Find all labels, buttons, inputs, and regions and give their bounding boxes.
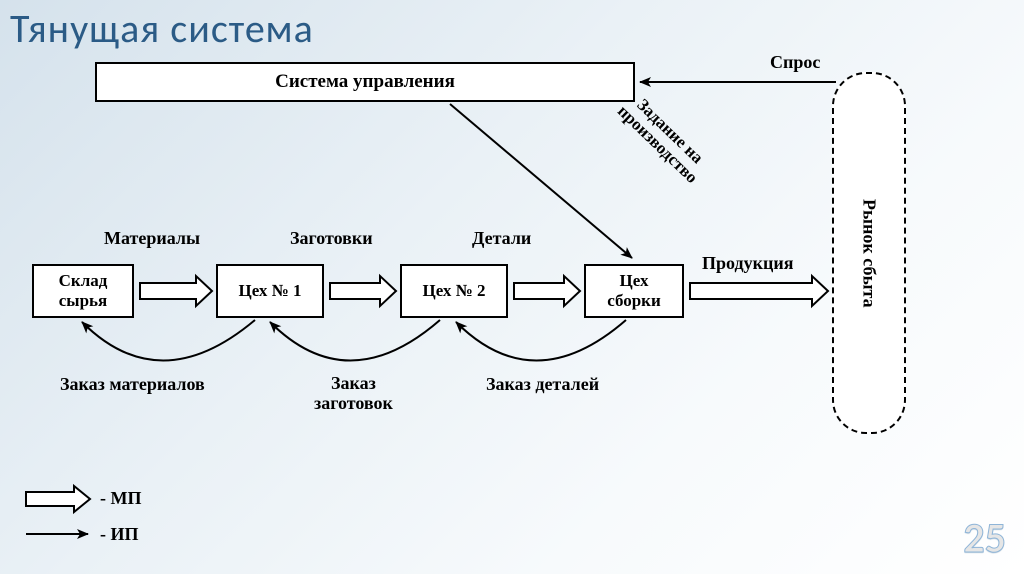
label-blanks: Заготовки [290, 228, 373, 249]
node-raw-store: Склад сырья [32, 264, 134, 318]
legend-mp: - МП [100, 488, 141, 509]
node-market-label: Рынок сбыта [859, 199, 880, 308]
hollow-arrow-3 [514, 276, 580, 306]
label-products: Продукция [702, 253, 793, 274]
hollow-arrow-4 [690, 276, 828, 306]
label-demand: Спрос [770, 52, 820, 73]
legend-ip: - ИП [100, 524, 139, 545]
node-assembly: Цех сборки [584, 264, 684, 318]
curve-order-blanks [270, 320, 440, 361]
node-shop1-label: Цех № 1 [238, 281, 301, 301]
node-raw-store-label: Склад сырья [59, 271, 108, 310]
slide-title: Тянущая система [10, 4, 314, 53]
label-parts: Детали [472, 228, 531, 249]
node-market: Рынок сбыта [832, 72, 906, 434]
node-shop1: Цех № 1 [216, 264, 324, 318]
page-number: 25 [963, 513, 1006, 564]
hollow-arrow-1 [140, 276, 212, 306]
label-order-parts: Заказ деталей [486, 374, 599, 395]
curve-order-parts [456, 320, 626, 361]
label-order-materials: Заказ материалов [60, 374, 205, 395]
curve-order-materials [82, 320, 255, 361]
label-materials: Материалы [104, 228, 200, 249]
node-shop2-label: Цех № 2 [422, 281, 485, 301]
legend-mp-text: - МП [100, 488, 141, 509]
node-control-system: Система управления [95, 62, 635, 102]
legend-ip-text: - ИП [100, 524, 139, 545]
label-order-blanks: Заказ заготовок [314, 374, 393, 414]
node-assembly-label: Цех сборки [607, 271, 661, 310]
hollow-arrow-2 [330, 276, 396, 306]
label-production-task: Задание на производство [614, 89, 713, 187]
node-control-system-label: Система управления [275, 71, 455, 93]
node-shop2: Цех № 2 [400, 264, 508, 318]
legend-hollow-arrow [26, 486, 90, 512]
